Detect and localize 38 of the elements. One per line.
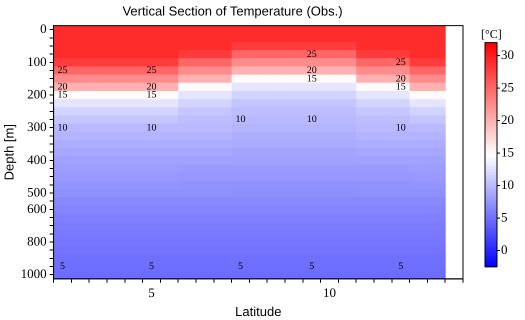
color-bar-label: 30 xyxy=(501,47,514,62)
chart-title: Vertical Section of Temperature (Obs.) xyxy=(122,3,343,18)
y-axis-title: Depth [m] xyxy=(1,124,16,180)
data-label: 10 xyxy=(396,122,406,134)
x-axis-title: Latitude xyxy=(235,304,282,319)
data-label: 25 xyxy=(306,48,317,60)
data-label: 15 xyxy=(146,90,156,101)
data-label: 5 xyxy=(149,261,154,272)
data-label: 25 xyxy=(396,56,406,68)
color-bar-label: 5 xyxy=(501,209,508,224)
y-tick-label: 200 xyxy=(27,86,47,102)
data-label: 25 xyxy=(58,65,68,76)
y-tick-label: 100 xyxy=(27,54,47,69)
y-tick-label: 600 xyxy=(27,200,47,216)
data-label: 15 xyxy=(58,90,68,101)
y-tick-label: 1000 xyxy=(20,266,47,282)
data-label: 10 xyxy=(58,122,68,134)
color-bar-label: 25 xyxy=(501,80,514,95)
y-tick-label: 0 xyxy=(40,21,47,36)
y-tick-label: 400 xyxy=(27,152,47,167)
color-bar-label: 15 xyxy=(501,144,514,160)
color-bar-label: 10 xyxy=(501,176,514,192)
data-label: 5 xyxy=(309,261,314,272)
color-bar-label: 0 xyxy=(501,242,508,257)
color-bar-title: [°C] xyxy=(481,26,502,41)
y-tick-label: 500 xyxy=(27,184,47,200)
data-label: 10 xyxy=(146,122,156,134)
y-tick-label: 800 xyxy=(27,233,47,248)
data-label: 5 xyxy=(60,261,65,272)
data-label: 5 xyxy=(398,261,404,272)
data-label: 20 xyxy=(146,81,156,92)
color-bar-label: 20 xyxy=(501,112,514,128)
y-tick-label: 300 xyxy=(27,119,47,134)
data-label: 25 xyxy=(146,65,156,76)
data-label: 5 xyxy=(238,261,243,272)
data-label: 10 xyxy=(236,114,246,126)
data-label: 10 xyxy=(306,114,317,126)
data-label: 20 xyxy=(58,81,68,92)
